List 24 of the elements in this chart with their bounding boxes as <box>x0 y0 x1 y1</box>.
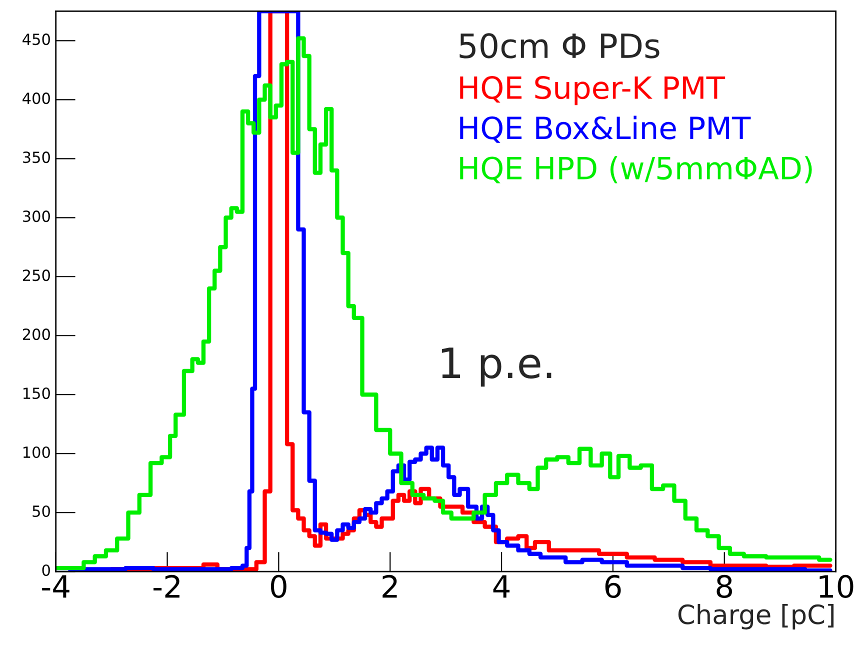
text: HQE Super-K PMT <box>460 76 726 106</box>
y-tick-label: 0 <box>42 564 50 576</box>
x-tick-label: -4 <box>42 575 70 598</box>
text: HQE HPD (w/5mmΦAD) <box>460 156 812 184</box>
y-tick-label: 400 <box>22 92 50 104</box>
y-tick-label: 100 <box>23 446 50 458</box>
y-tick-label: 300 <box>22 210 50 222</box>
y-tick-label: 150 <box>23 387 50 400</box>
y-tick-label: 50 <box>32 505 50 518</box>
x-tick-label: 4 <box>493 575 510 598</box>
y-tick-label: 450 <box>22 34 50 46</box>
x-tick-label: 2 <box>382 574 397 598</box>
x-tick-label: -2 <box>154 574 180 598</box>
x-tick-label: 6 <box>605 574 621 598</box>
y-tick-label: 200 <box>22 328 50 340</box>
x-tick-label: 0 <box>270 574 286 598</box>
y-tick-label: 350 <box>22 152 50 164</box>
text: HQE Box&Line PMT <box>460 116 751 143</box>
x-tick-label: 10 <box>820 574 854 598</box>
x-tick-label: 8 <box>716 574 732 598</box>
y-tick-label: 250 <box>22 270 50 282</box>
x-axis-title: Charge [pC] <box>678 604 834 630</box>
annotation: 1 p.e. <box>442 348 552 387</box>
legend-title: 50cm Φ PDs <box>460 33 660 58</box>
